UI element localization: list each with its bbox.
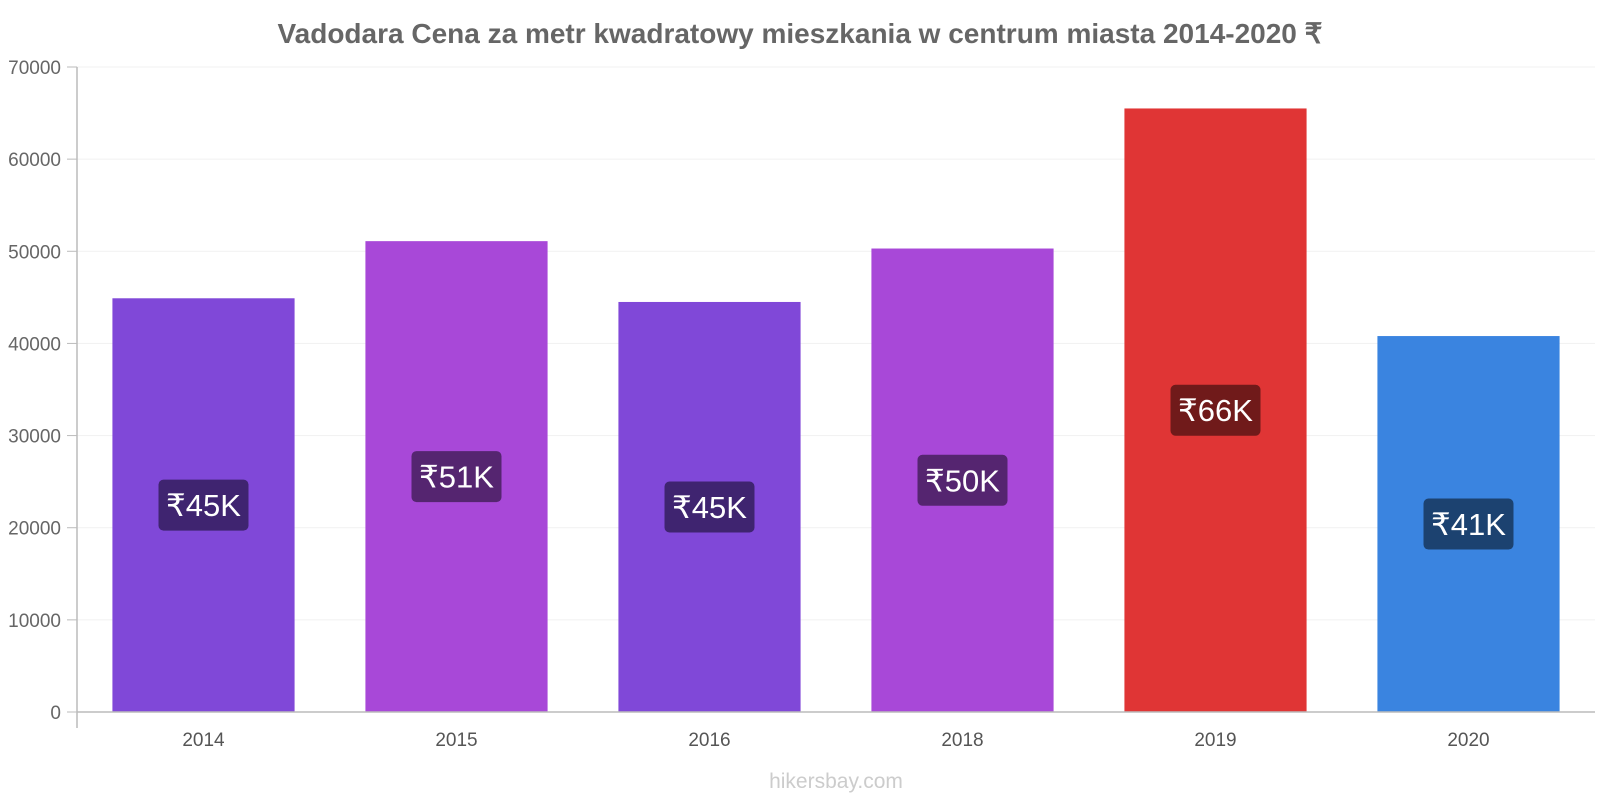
- x-tick-label-2015: 2015: [435, 730, 477, 751]
- gridlines: [77, 66, 1595, 621]
- y-tick-label: 50000: [8, 242, 61, 263]
- value-label-badge: [158, 479, 249, 531]
- y-tick-label: 60000: [8, 150, 61, 171]
- value-label-badge: [1170, 384, 1261, 436]
- y-tick-label: 0: [50, 703, 61, 724]
- y-tick-label: 20000: [8, 519, 61, 540]
- x-tick-label-2018: 2018: [941, 730, 983, 751]
- x-tick-label-2020: 2020: [1447, 730, 1489, 751]
- watermark-text: hikersbay.com: [769, 770, 903, 793]
- y-tick-label: 70000: [8, 58, 61, 79]
- x-tick-label-2014: 2014: [182, 730, 225, 751]
- chart-title: Vadodara Cena za metr kwadratowy mieszka…: [278, 18, 1323, 49]
- value-label-badge: [664, 481, 755, 533]
- y-tick-label: 40000: [8, 334, 61, 355]
- value-label-badge: [917, 454, 1008, 506]
- value-label-2015: ₹51K: [419, 460, 494, 495]
- value-label-2018: ₹50K: [925, 463, 1000, 498]
- y-axis: 0 10000 20000 30000 40000 50000 60000 70000: [8, 58, 78, 728]
- value-label-2016: ₹45K: [672, 490, 747, 525]
- bars: ₹45K ₹51K ₹45K ₹50K ₹66K ₹41K: [112, 108, 1560, 712]
- y-tick-label: 10000: [8, 611, 61, 632]
- value-label-2020: ₹41K: [1431, 507, 1506, 542]
- y-tick-label: 30000: [8, 427, 61, 448]
- x-tick-label-2019: 2019: [1194, 730, 1236, 751]
- value-label-2019: ₹66K: [1178, 393, 1253, 428]
- value-label-2014: ₹45K: [166, 488, 241, 523]
- value-label-badge: [1423, 498, 1514, 550]
- value-label-badge: [411, 451, 502, 503]
- x-axis: 2014 2015 2016 2018 2019 2020: [77, 711, 1595, 751]
- x-tick-label-2016: 2016: [688, 730, 730, 751]
